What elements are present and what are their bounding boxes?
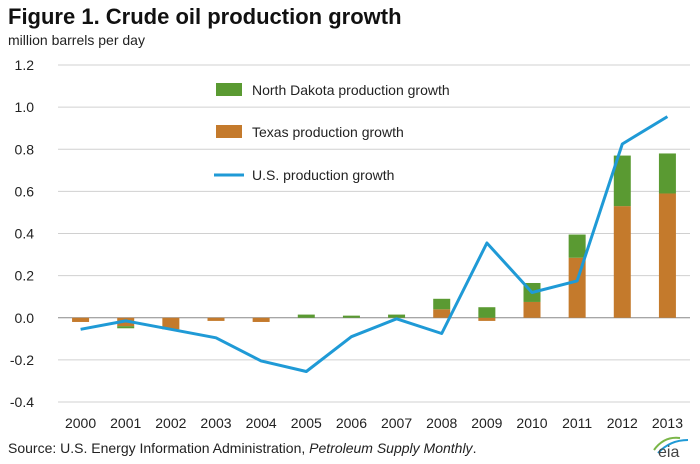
eia-logo-text: eia — [658, 444, 679, 460]
y-tick-label: 0.2 — [15, 268, 35, 284]
y-tick-label: 1.2 — [15, 57, 35, 73]
x-tick-labels: 2000 2001 2002 2003 2004 2005 2006 2007 2008 2009… — [65, 415, 683, 431]
bar-texas — [72, 317, 90, 322]
legend-north-dakota-label: North Dakota production growth — [252, 82, 450, 98]
bar-texas — [162, 317, 180, 330]
y-tick-label: 0.8 — [15, 141, 35, 157]
eia-logo: eia — [653, 436, 689, 460]
bar-north-dakota — [568, 234, 586, 258]
y-tick-label: 0.6 — [15, 183, 35, 199]
y-unit-label: million barrels per day — [8, 32, 145, 48]
bar-texas — [658, 193, 676, 318]
legend-texas-swatch — [216, 125, 242, 138]
x-tick-label: 2012 — [607, 415, 638, 431]
us-line — [80, 115, 669, 373]
x-tick-label: 2000 — [65, 415, 96, 431]
gridlines — [58, 64, 690, 403]
y-tick-label: 1.0 — [15, 99, 35, 115]
bar-texas — [568, 257, 586, 318]
y-tick-label: 0.4 — [15, 226, 35, 242]
x-tick-label: 2001 — [110, 415, 141, 431]
y-tick-label: 0.0 — [15, 310, 35, 326]
y-tick-label: -0.2 — [10, 352, 34, 368]
legend-us-label: U.S. production growth — [252, 167, 394, 183]
bar-north-dakota — [433, 298, 451, 310]
source-note: Source: U.S. Energy Information Administ… — [8, 440, 476, 456]
x-tick-label: 2009 — [471, 415, 502, 431]
legend-us: U.S. production growth — [214, 167, 394, 183]
x-tick-label: 2006 — [336, 415, 367, 431]
legend-north-dakota: North Dakota production growth — [216, 82, 450, 98]
source-publication: Petroleum Supply Monthly — [309, 440, 473, 456]
bar-north-dakota — [658, 153, 676, 194]
x-tick-label: 2013 — [652, 415, 683, 431]
x-tick-label: 2011 — [562, 415, 592, 431]
legend-texas-label: Texas production growth — [252, 124, 404, 140]
bar-north-dakota — [342, 315, 360, 318]
x-tick-label: 2010 — [516, 415, 547, 431]
chart-title: Figure 1. Crude oil production growth — [8, 4, 402, 29]
legend: North Dakota production growth Texas prod… — [214, 82, 450, 183]
bars — [72, 153, 676, 330]
y-tick-label: -0.4 — [10, 394, 34, 410]
source-prefix: Source: U.S. Energy Information Administ… — [8, 440, 310, 456]
bar-north-dakota — [478, 307, 496, 318]
bar-texas — [207, 317, 225, 321]
legend-north-dakota-swatch — [216, 83, 242, 96]
x-tick-label: 2007 — [381, 415, 412, 431]
bar-north-dakota — [297, 314, 315, 318]
bar-north-dakota — [117, 326, 135, 329]
us-production-line — [80, 115, 669, 373]
x-tick-label: 2008 — [426, 415, 457, 431]
legend-texas: Texas production growth — [216, 124, 404, 140]
source-suffix: . — [472, 440, 477, 456]
bar-texas — [252, 317, 270, 322]
bar-texas — [523, 301, 541, 318]
bar-north-dakota — [388, 314, 406, 318]
y-tick-labels: -0.4 -0.2 0.0 0.2 0.4 0.6 0.8 1.0 1.2 — [10, 57, 34, 410]
bar-texas — [613, 206, 631, 318]
x-tick-label: 2002 — [155, 415, 186, 431]
bar-texas — [433, 309, 451, 318]
bar-north-dakota — [613, 155, 631, 207]
x-tick-label: 2005 — [291, 415, 322, 431]
x-tick-label: 2004 — [246, 415, 277, 431]
x-tick-label: 2003 — [200, 415, 231, 431]
bar-texas — [478, 317, 496, 321]
